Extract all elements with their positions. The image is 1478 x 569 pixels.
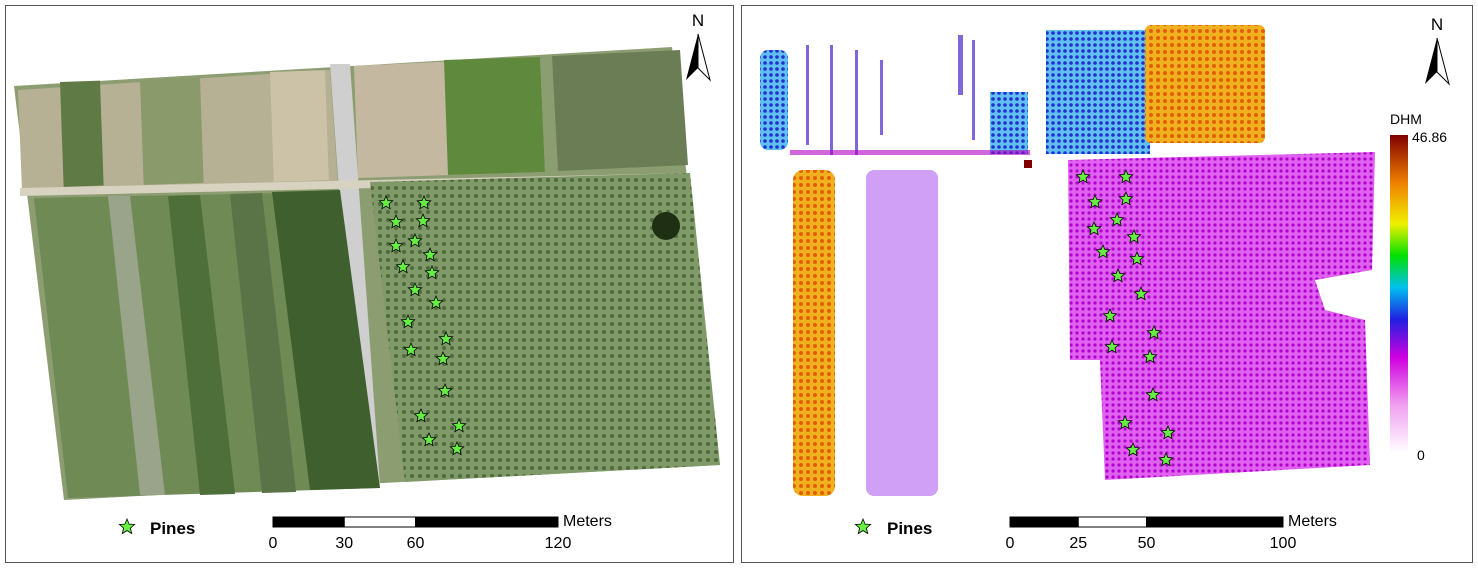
pine-marker [449, 440, 465, 456]
scale-segment [1077, 516, 1147, 528]
scale-unit: Meters [1288, 513, 1337, 530]
pine-marker [435, 350, 451, 366]
pine-marker [1133, 285, 1149, 301]
pine-marker [1129, 250, 1145, 266]
legend-label: Pines [150, 519, 195, 538]
pine-marker [1145, 386, 1161, 402]
legend-marker [118, 517, 136, 535]
legend-label: Pines [887, 519, 932, 538]
color-bar-title: DHM [1390, 111, 1422, 127]
pine-marker [1158, 451, 1174, 467]
pine-marker [403, 341, 419, 357]
pine-marker [451, 417, 467, 433]
pine-marker [1110, 267, 1126, 283]
pine-marker [1104, 338, 1120, 354]
pine-marker [395, 258, 411, 274]
pine-marker [415, 212, 431, 228]
dhm-image [760, 25, 1375, 496]
scale-label: 0 [1006, 535, 1015, 552]
scale-segment [272, 516, 345, 528]
pine-marker [400, 313, 416, 329]
pine-marker [1125, 441, 1141, 457]
pine-marker [416, 194, 432, 210]
scale-segment [343, 516, 416, 528]
scale-unit: Meters [563, 513, 612, 530]
scale-label: 60 [407, 535, 425, 552]
color-bar-max: 46.86 [1412, 129, 1447, 145]
overlay: 0 30 60 120 Meters 0 25 50 100 Meters [118, 168, 1337, 552]
pine-marker [424, 264, 440, 280]
pine-marker [1142, 348, 1158, 364]
pine-marker [428, 294, 444, 310]
pine-marker [1126, 228, 1142, 244]
color-bar-min: 0 [1417, 447, 1425, 463]
pine-marker [1086, 220, 1102, 236]
pine-marker [1075, 168, 1091, 184]
scale-label: 30 [335, 535, 353, 552]
pine-marker [437, 382, 453, 398]
scale-label: 120 [545, 535, 572, 552]
color-bar [1390, 135, 1408, 453]
pine-marker [413, 407, 429, 423]
north-label: N [1431, 15, 1443, 34]
pine-marker [1118, 190, 1134, 206]
pine-marker [388, 237, 404, 253]
pine-marker [388, 213, 404, 229]
scale-segment [1146, 516, 1284, 528]
pine-marker [421, 431, 437, 447]
pine-marker [1095, 243, 1111, 259]
scale-segment [1009, 516, 1079, 528]
scale-label: 0 [269, 535, 278, 552]
pine-marker [1118, 168, 1134, 184]
scale-label: 25 [1069, 535, 1087, 552]
pine-marker [378, 194, 394, 210]
scale-segment [415, 516, 559, 528]
pine-marker [1160, 424, 1176, 440]
pine-marker [1117, 414, 1133, 430]
pine-marker [438, 330, 454, 346]
pine-marker [407, 232, 423, 248]
pine-marker [1102, 307, 1118, 323]
aerial-image [14, 47, 720, 500]
scale-label: 50 [1138, 535, 1156, 552]
north-arrow: N [1425, 15, 1450, 86]
north-label: N [692, 11, 704, 30]
pine-marker [1109, 211, 1125, 227]
pine-marker [422, 246, 438, 262]
north-arrow: N [686, 11, 711, 82]
pine-marker [407, 281, 423, 297]
scale-label: 100 [1270, 535, 1297, 552]
pine-marker [1087, 193, 1103, 209]
pine-marker [1146, 324, 1162, 340]
legend-marker [854, 517, 872, 535]
